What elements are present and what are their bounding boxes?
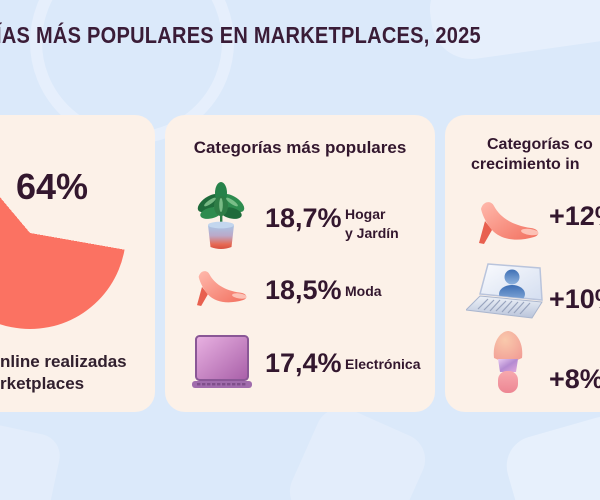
pie-percent-label: 64% (16, 166, 89, 207)
category-label: Moda (345, 283, 382, 299)
laptop-person-icon (464, 260, 546, 325)
high-heel-icon (192, 260, 252, 322)
card-heading-line2: crecimiento in (471, 156, 580, 173)
share-card: 64% nline realizadas rketplaces (0, 115, 155, 412)
snowflake-decoration (281, 399, 434, 500)
category-label: Hogar y Jardín (345, 206, 399, 241)
page-title: ÍAS MÁS POPULARES EN MARKETPLACES, 2025 (0, 22, 481, 48)
category-value: 18,7% (265, 203, 342, 233)
category-value: 18,5% (265, 275, 342, 305)
snowflake-decoration (499, 409, 600, 500)
popular-categories-card: Categorías más populares (165, 115, 435, 412)
card-heading: Categorías más populares (193, 138, 407, 157)
growth-value: +12% (549, 201, 600, 231)
high-heel-icon (473, 197, 545, 254)
growth-value: +10% (549, 284, 600, 314)
growth-categories-card: Categorías co crecimiento in +12% (445, 115, 600, 412)
potted-plant-icon (195, 181, 247, 258)
category-label: Electrónica (345, 356, 421, 372)
pie-caption: nline realizadas rketplaces (0, 352, 127, 393)
snowflake-decoration (0, 419, 64, 500)
laptop-icon (191, 334, 253, 395)
category-value: 17,4% (265, 348, 342, 378)
card-heading-line1: Categorías co (487, 136, 593, 153)
growth-value: +8% (549, 364, 600, 394)
makeup-brush-icon (486, 328, 530, 399)
